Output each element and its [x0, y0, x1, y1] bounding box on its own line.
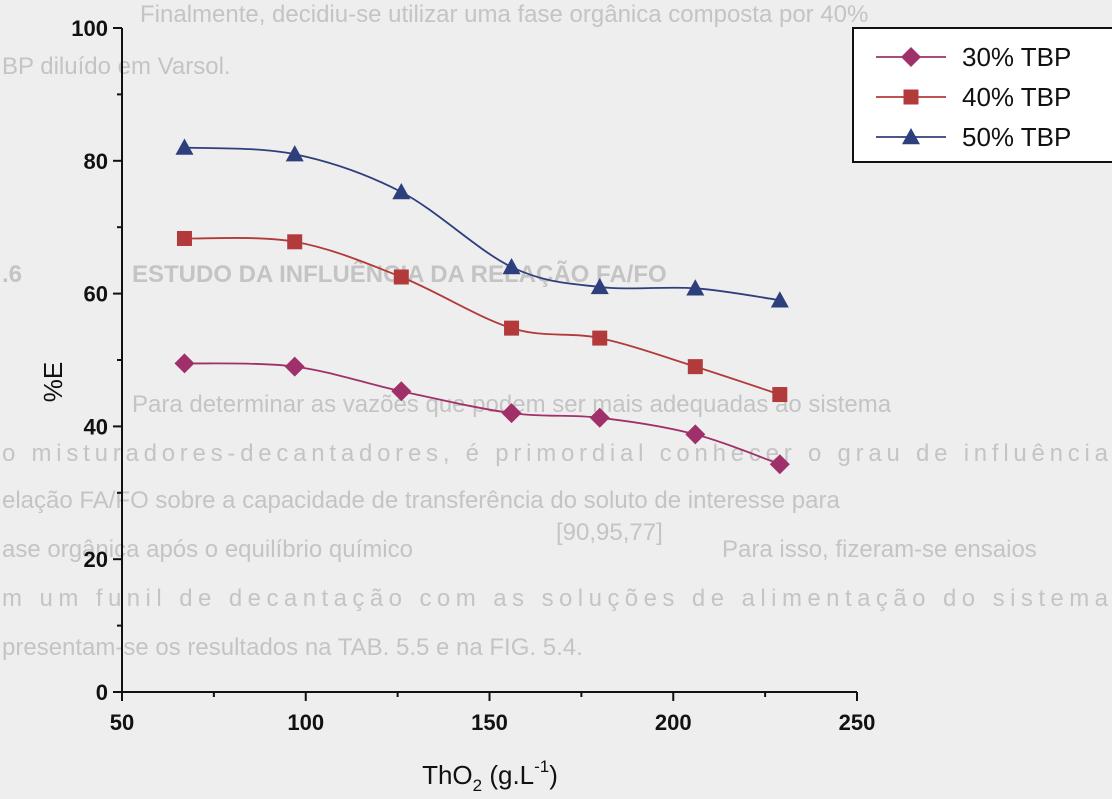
data-point-40-tbp — [772, 387, 788, 403]
series-30-tbp — [174, 353, 790, 475]
bg-line: Para isso, fizeram-se ensaios — [722, 536, 1037, 563]
y-tick-label: 80 — [84, 149, 108, 174]
bg-line: elação FA/FO sobre a capacidade de trans… — [2, 487, 840, 514]
bg-section-number: .6 — [2, 261, 22, 288]
data-point-30-tbp — [589, 407, 610, 428]
y-tick-label: 20 — [84, 547, 108, 572]
legend-box — [852, 27, 1112, 163]
legend-marker-50-tbp — [902, 128, 920, 145]
data-point-40-tbp — [287, 234, 303, 250]
x-tick-label: 100 — [287, 710, 324, 735]
series-40-tbp — [176, 230, 788, 403]
bg-line: o misturadores-decantadores, é primordia… — [2, 440, 1109, 467]
data-point-50-tbp — [770, 291, 789, 308]
data-point-50-tbp — [175, 138, 194, 155]
series-layer — [174, 138, 790, 475]
series-50-tbp — [175, 138, 789, 308]
x-axis-title-unit: (g.L — [482, 760, 534, 790]
y-tick-label: 100 — [71, 16, 108, 41]
bg-line: presentam-se os resultados na TAB. 5.5 e… — [2, 634, 583, 661]
legend-marker-30-tbp — [901, 47, 921, 67]
legend-label-40-tbp: 40% TBP — [962, 82, 1071, 112]
data-point-30-tbp — [501, 403, 522, 424]
data-point-30-tbp — [685, 424, 706, 445]
x-tick-label: 50 — [110, 710, 134, 735]
bg-citation: [90,95,77] — [556, 519, 663, 546]
data-point-50-tbp — [590, 277, 609, 295]
y-tick-label: 40 — [84, 414, 108, 439]
data-point-50-tbp — [392, 183, 411, 200]
data-point-40-tbp — [504, 320, 520, 336]
data-point-40-tbp — [176, 230, 192, 246]
y-tick-label: 0 — [96, 680, 108, 705]
legend: 30% TBP 40% TBP 50% TBP — [852, 27, 1112, 163]
x-axis-title-main: ThO — [422, 760, 473, 790]
data-point-40-tbp — [393, 269, 409, 285]
bg-line: m um funil de decantação com as soluções… — [2, 585, 1109, 612]
x-tick-label: 250 — [839, 710, 876, 735]
bg-line: Finalmente, decidiu-se utilizar uma fase… — [140, 1, 868, 28]
legend-label-30-tbp: 30% TBP — [962, 42, 1071, 72]
x-axis-title-unit-close: ) — [549, 760, 558, 790]
x-tick-label: 200 — [655, 710, 692, 735]
x-axis-title-subscript: 2 — [473, 776, 482, 795]
data-point-50-tbp — [285, 145, 304, 162]
y-axis-title: %E — [38, 362, 68, 402]
data-point-50-tbp — [686, 279, 705, 296]
data-point-40-tbp — [592, 330, 608, 346]
x-axis-title-superscript: -1 — [534, 757, 549, 776]
data-point-30-tbp — [391, 381, 412, 402]
legend-marker-40-tbp — [903, 89, 919, 105]
x-tick-label: 150 — [471, 710, 508, 735]
bg-line: ase orgânica após o equilíbrio químico — [2, 536, 413, 563]
data-point-50-tbp — [502, 258, 521, 275]
axes: 0 20 40 60 80 100 50 100 150 200 250 — [71, 16, 875, 735]
data-point-40-tbp — [687, 359, 703, 375]
data-point-30-tbp — [174, 353, 195, 374]
data-point-30-tbp — [284, 356, 305, 377]
legend-label-50-tbp: 50% TBP — [962, 122, 1071, 152]
bg-line: BP diluído em Varsol. — [2, 53, 231, 80]
data-point-30-tbp — [769, 454, 790, 475]
y-tick-label: 60 — [84, 282, 108, 307]
x-axis-title: ThO2 (g.L-1) — [422, 757, 558, 795]
